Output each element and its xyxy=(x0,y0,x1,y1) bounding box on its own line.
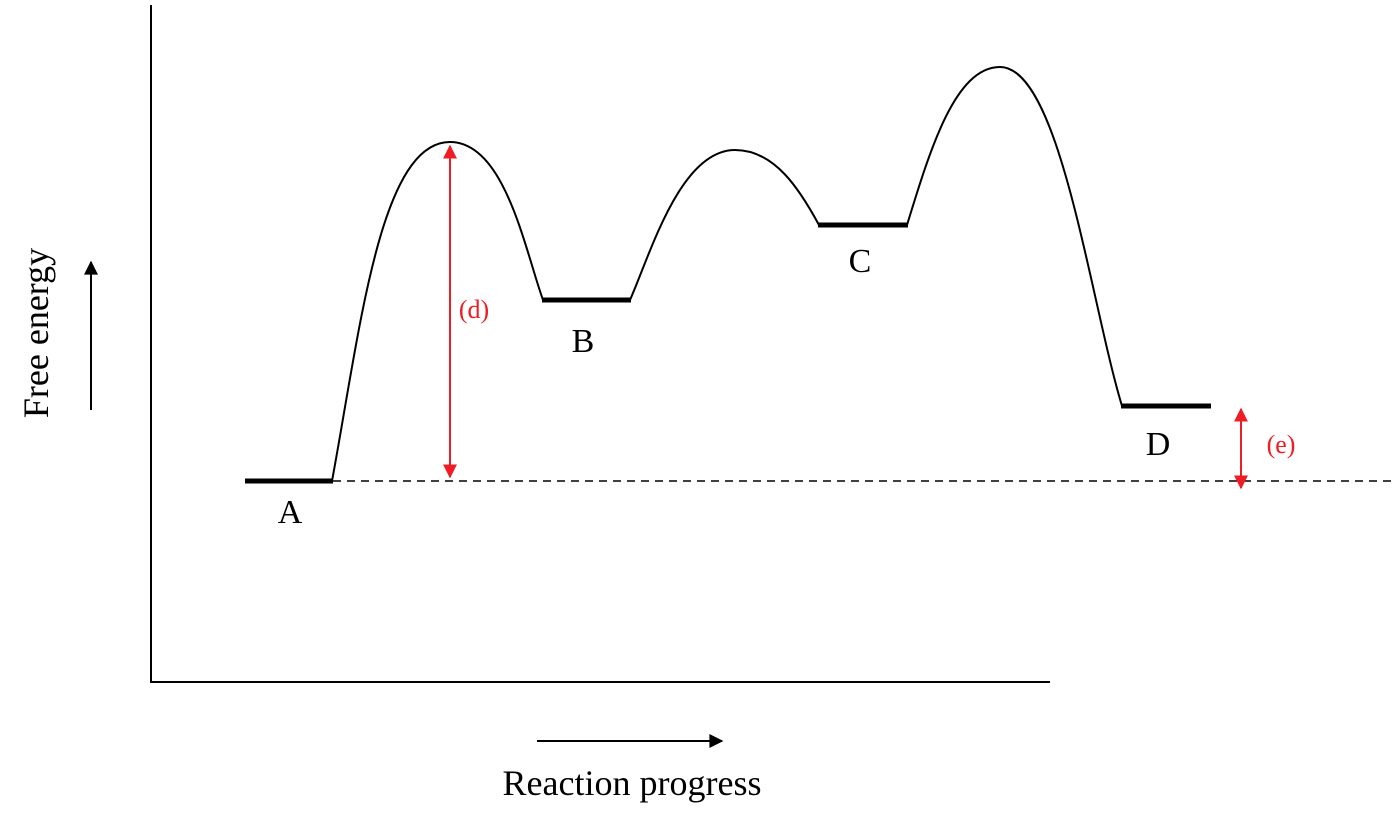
state-label-d: D xyxy=(1146,426,1171,463)
state-label-a: A xyxy=(278,494,303,531)
energy-curve xyxy=(331,65,1123,482)
y-axis-label: Free energy xyxy=(16,248,56,418)
annotation-label-d: (d) xyxy=(459,295,489,324)
annotation-label-e: (e) xyxy=(1267,430,1296,459)
state-label-c: C xyxy=(849,243,872,280)
x-axis-label: Reaction progress xyxy=(503,763,762,803)
state-label-b: B xyxy=(572,323,595,360)
